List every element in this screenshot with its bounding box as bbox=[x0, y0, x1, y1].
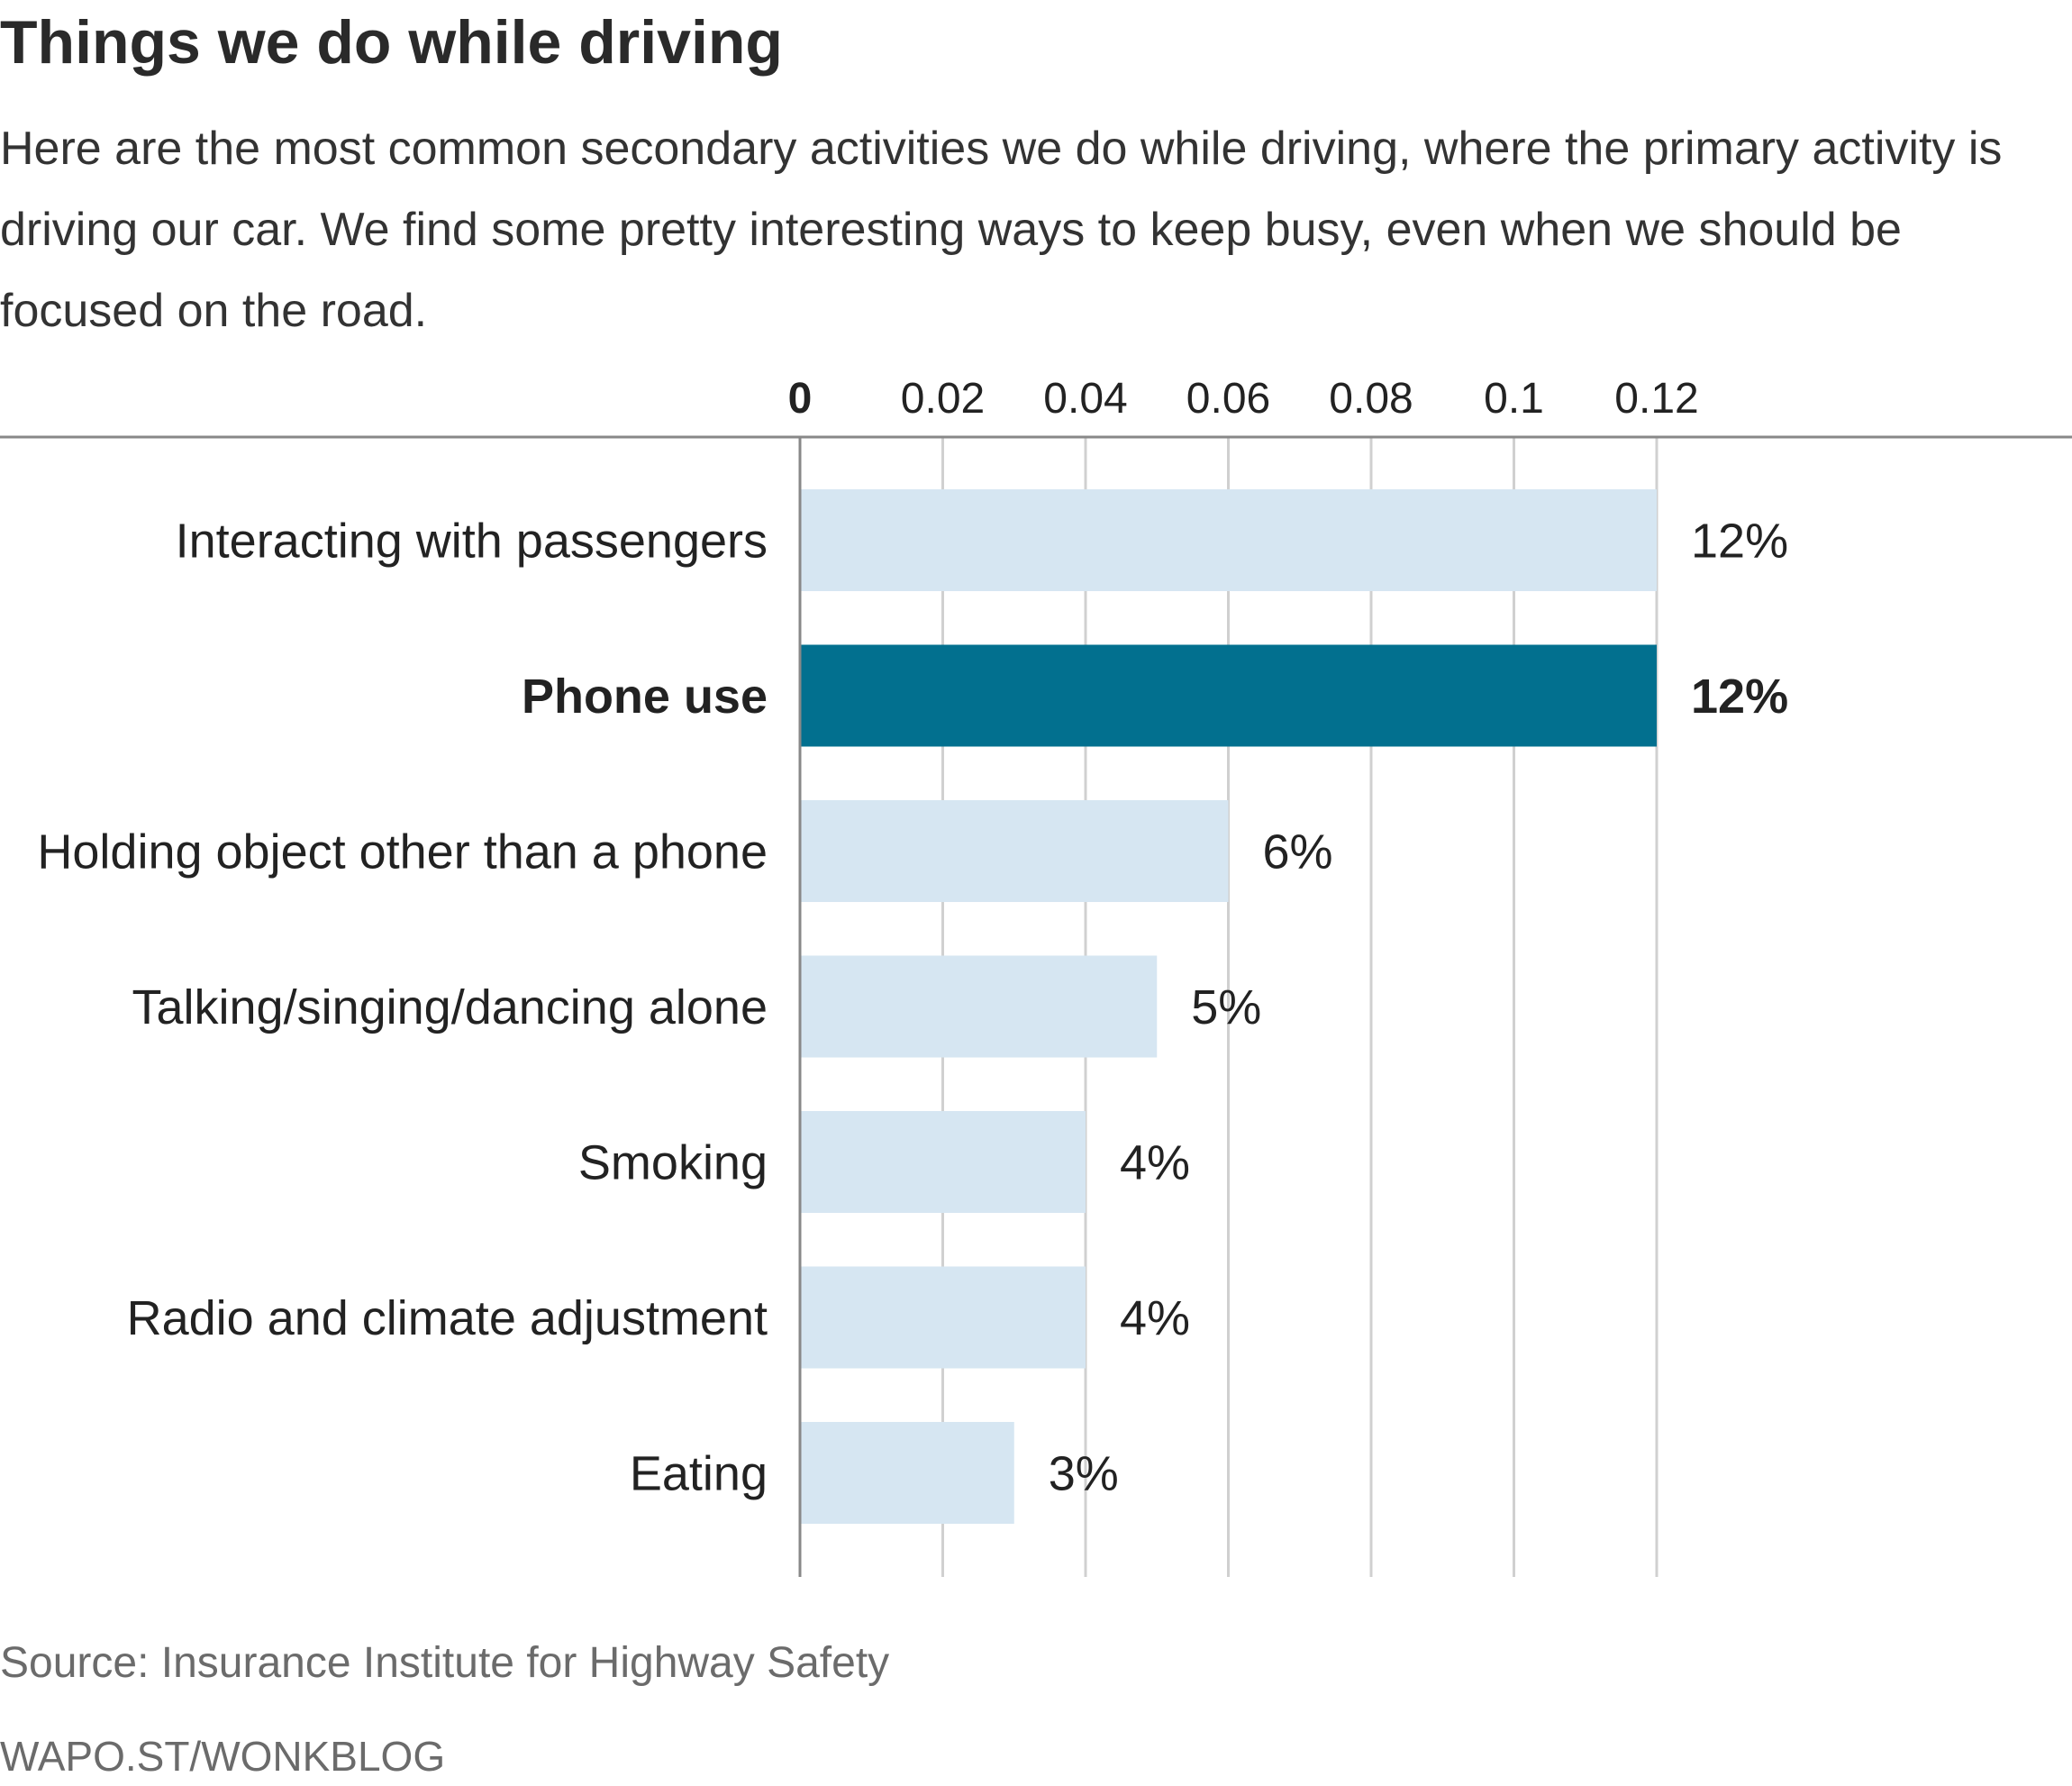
value-label: 12% bbox=[1691, 515, 1788, 569]
category-label: Eating bbox=[630, 1447, 768, 1501]
x-tick-label: 0.1 bbox=[1484, 375, 1544, 423]
bar bbox=[800, 955, 1158, 1058]
x-tick-label: 0.04 bbox=[1043, 375, 1127, 423]
credit-line: WAPO.ST/WONKBLOG bbox=[0, 1733, 446, 1780]
category-label: Talking/singing/dancing alone bbox=[132, 980, 768, 1034]
bar bbox=[800, 1111, 1086, 1213]
value-label: 6% bbox=[1263, 825, 1333, 879]
source-note: Source: Insurance Institute for Highway … bbox=[0, 1639, 890, 1687]
bar bbox=[800, 1266, 1086, 1369]
bar bbox=[800, 800, 1229, 902]
chart-subtitle: Here are the most common secondary activ… bbox=[0, 123, 2003, 337]
x-axis bbox=[0, 435, 2072, 1577]
x-tick-labels: 0 0.02 0.04 0.06 0.08 0.1 0.12 bbox=[788, 375, 1699, 423]
x-tick-label: 0.08 bbox=[1329, 375, 1413, 423]
bar bbox=[800, 644, 1657, 747]
x-tick-label: 0.06 bbox=[1186, 375, 1270, 423]
gridlines bbox=[941, 437, 1659, 1577]
category-label: Phone use bbox=[522, 670, 768, 724]
value-label: 5% bbox=[1191, 980, 1261, 1034]
category-label: Interacting with passengers bbox=[176, 515, 768, 569]
chart-title: Things we do while driving bbox=[0, 8, 783, 77]
bar-chart: 0 0.02 0.04 0.06 0.08 0.1 0.12 Interacting wit… bbox=[0, 375, 2072, 1577]
value-label: 4% bbox=[1120, 1136, 1190, 1190]
bars bbox=[800, 489, 1657, 1524]
category-labels: Interacting with passengers Phone use Hold… bbox=[37, 515, 768, 1501]
value-labels: 12% 12% 6% 5% 4% 4% 3% bbox=[1049, 515, 1788, 1501]
category-label: Radio and climate adjustment bbox=[127, 1291, 768, 1345]
category-label: Smoking bbox=[578, 1136, 768, 1190]
x-tick-label: 0 bbox=[788, 375, 813, 423]
category-label: Holding object other than a phone bbox=[37, 825, 768, 879]
x-tick-label: 0.12 bbox=[1614, 375, 1698, 423]
value-label: 4% bbox=[1120, 1291, 1190, 1345]
x-tick-label: 0.02 bbox=[901, 375, 985, 423]
value-label: 12% bbox=[1691, 670, 1788, 724]
bar bbox=[800, 1422, 1014, 1524]
value-label: 3% bbox=[1049, 1447, 1119, 1501]
bar bbox=[800, 489, 1657, 591]
